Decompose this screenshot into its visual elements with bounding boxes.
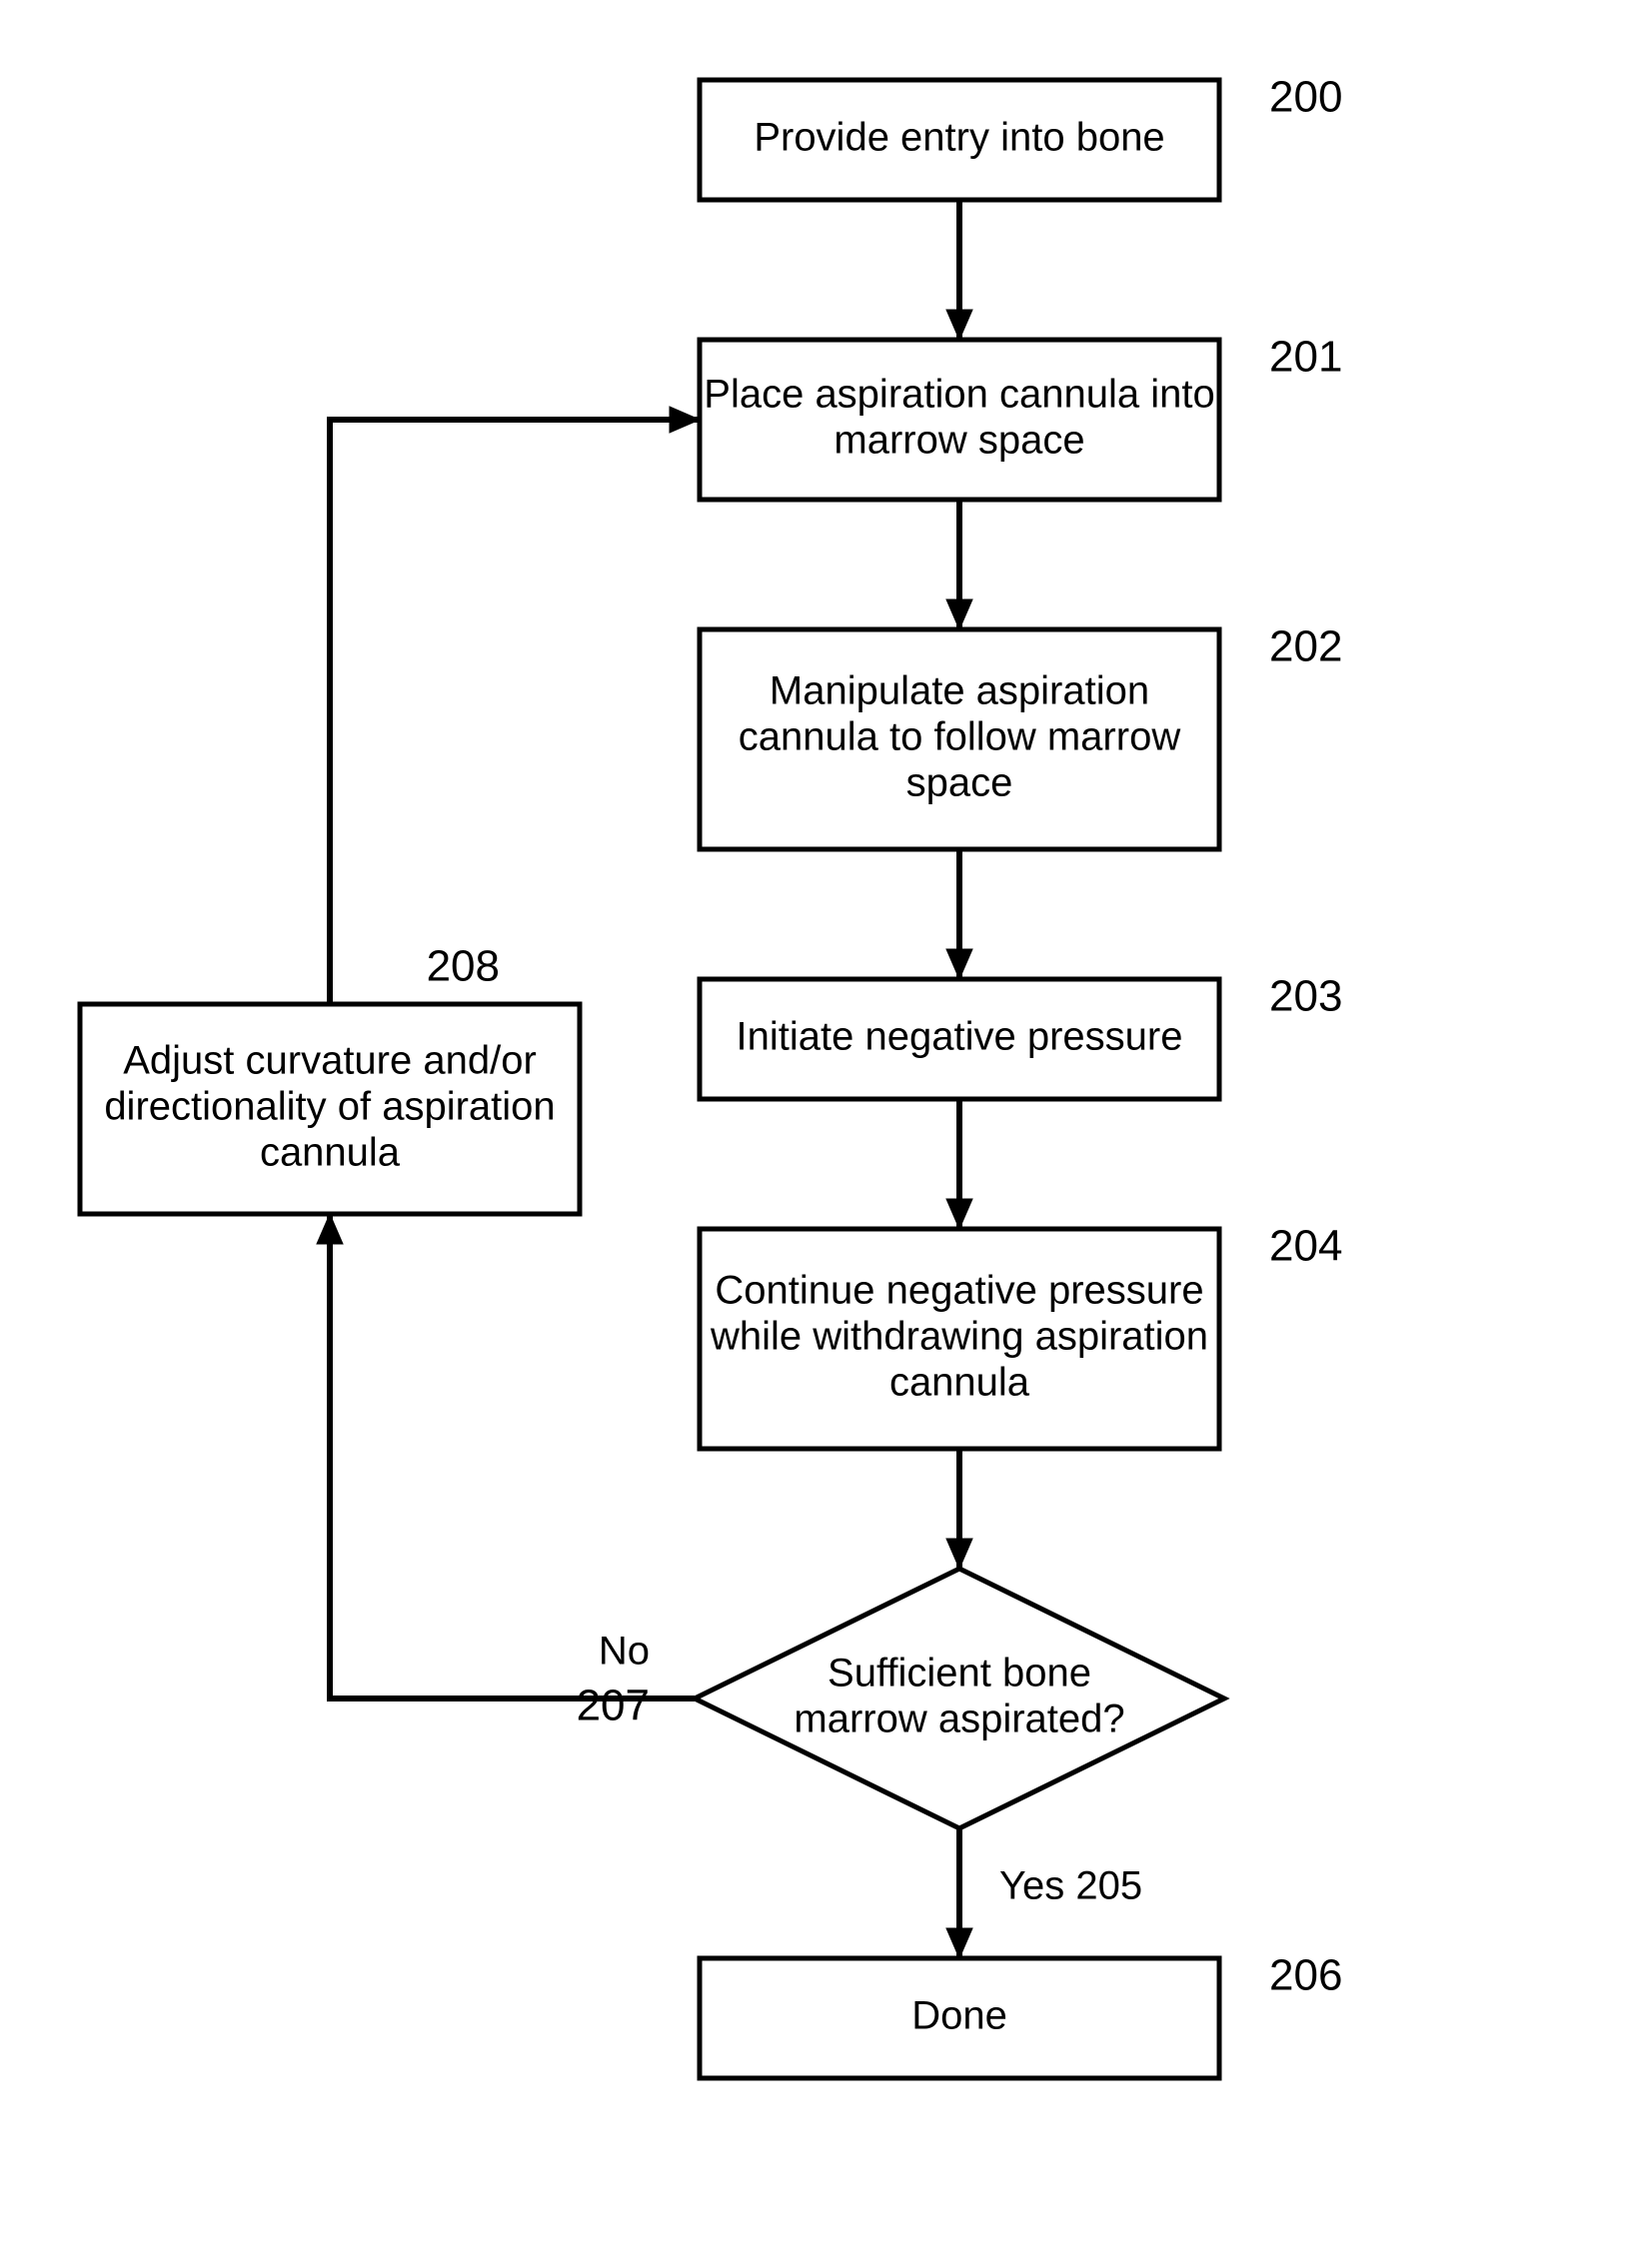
ref-number: 203 [1269,972,1342,1021]
flow-node-label: Done [911,1994,1007,2038]
flow-node-n202: Manipulate aspirationcannula to follow m… [700,622,1342,849]
flow-node-label: Manipulate aspiration [770,669,1149,713]
arrowhead [670,407,700,433]
flow-node-label: Place aspiration cannula into [704,373,1214,417]
edge-label: 207 [577,1682,650,1730]
flow-node-label: marrow aspirated? [794,1698,1124,1741]
flow-node-n200: Provide entry into bone 200 [700,73,1342,200]
flow-node-label: cannula [889,1361,1030,1405]
ref-number: 204 [1269,1222,1342,1271]
flow-node-label: Continue negative pressure [715,1269,1203,1313]
flow-node-n203: Initiate negative pressure 203 [700,972,1342,1099]
edge-label: Yes 205 [999,1864,1142,1908]
edge-label: No [599,1630,650,1674]
arrowhead [946,599,972,629]
flow-node-label: while withdrawing aspiration [710,1315,1208,1359]
ref-number: 206 [1269,1951,1342,2000]
arrowhead [946,1199,972,1229]
flow-node-n204: Continue negative pressurewhile withdraw… [700,1222,1342,1449]
ref-number: 202 [1269,622,1342,671]
flow-node-label: Sufficient bone [827,1652,1091,1696]
arrowhead [946,1928,972,1958]
arrowhead [317,1214,343,1244]
flow-node-n201: Place aspiration cannula intomarrow spac… [700,333,1342,500]
flow-edge [330,420,700,1004]
arrowhead [946,310,972,340]
flow-node-d205: Sufficient bonemarrow aspirated? [695,1569,1224,1828]
ref-number: 201 [1269,333,1342,382]
arrowhead [946,949,972,979]
ref-number: 200 [1269,73,1342,122]
flow-node-label: Adjust curvature and/or [123,1039,537,1083]
flow-node-label: cannula [260,1131,401,1175]
flow-edge [330,1214,695,1699]
flow-node-label: space [906,761,1013,805]
ref-number: 208 [427,942,500,991]
flow-node-n206: Done 206 [700,1951,1342,2078]
flow-node-label: Provide entry into bone [754,116,1164,160]
flow-node-label: Initiate negative pressure [737,1015,1183,1059]
flow-node-label: directionality of aspiration [104,1085,555,1129]
flow-node-label: cannula to follow marrow [739,715,1181,759]
flow-node-label: marrow space [833,419,1084,463]
arrowhead [946,1539,972,1569]
